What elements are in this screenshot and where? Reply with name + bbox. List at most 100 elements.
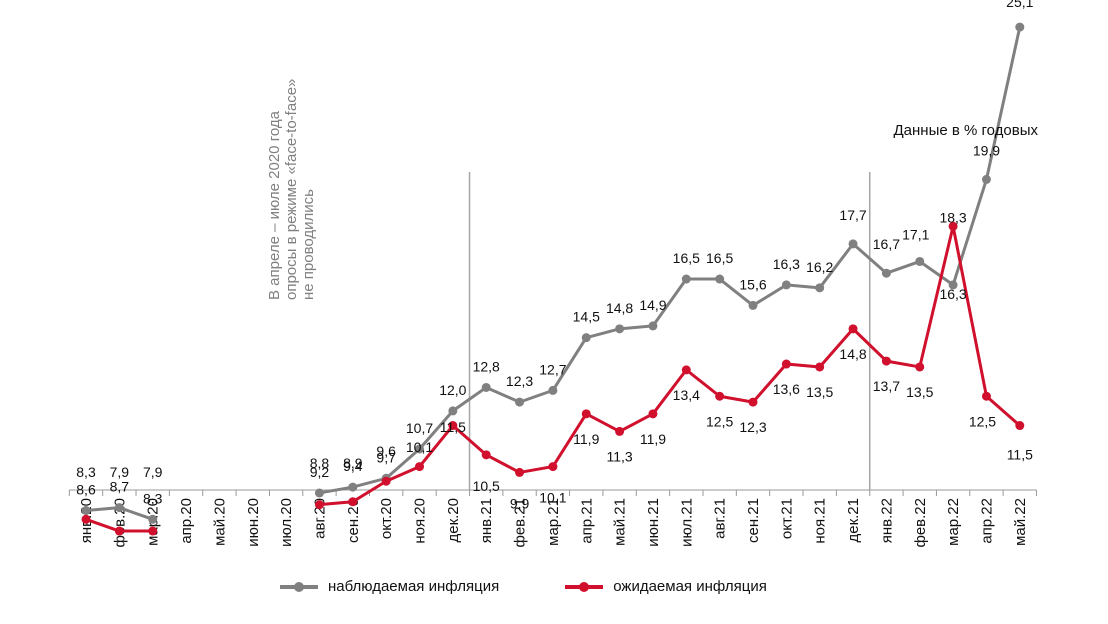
unit-note: Данные в % годовых (893, 122, 1039, 139)
point-expected (415, 462, 424, 472)
data-label-expected: 8,8 (310, 455, 330, 471)
point-expected (615, 426, 625, 436)
point-observed (548, 385, 558, 395)
x-tick-label: янв.22 (878, 498, 895, 543)
x-tick-label: дек.21 (845, 498, 862, 543)
point-observed (715, 274, 725, 284)
data-label-observed: 16,7 (873, 236, 900, 252)
legend-label-expected: ожидаемая инфляция (613, 578, 767, 595)
point-expected (148, 526, 158, 536)
legend-item-observed: наблюдаемая инфляция (280, 578, 499, 595)
data-label-expected: 7,9 (110, 464, 130, 480)
point-expected (948, 221, 958, 231)
data-label-observed: 12,3 (506, 373, 533, 389)
point-observed (681, 274, 691, 284)
point-expected (548, 462, 558, 472)
x-tick-label: дек.20 (445, 498, 462, 543)
x-tick-label: май.22 (1012, 498, 1029, 546)
point-observed (648, 321, 658, 331)
x-tick-label: окт.21 (778, 498, 795, 539)
data-label-observed: 9,2 (310, 464, 330, 480)
x-tick-label: апр.21 (578, 498, 595, 544)
point-observed (448, 406, 458, 416)
data-label-expected: 13,4 (673, 387, 700, 403)
point-expected (881, 356, 891, 366)
point-observed (581, 333, 591, 343)
x-tick-label: фев.21 (512, 498, 529, 548)
data-label-expected: 11,5 (440, 419, 466, 435)
x-tick-label: май.21 (612, 498, 629, 546)
point-expected (848, 324, 858, 334)
x-tick-label: сен.20 (345, 498, 362, 543)
point-observed (748, 300, 758, 310)
x-tick-label: ноя.21 (812, 498, 829, 544)
data-label-observed: 8,6 (76, 482, 96, 498)
data-label-expected: 13,5 (806, 384, 833, 400)
point-observed (515, 397, 525, 407)
point-expected (81, 514, 91, 524)
data-label-expected: 14,8 (839, 346, 866, 362)
point-observed (1015, 22, 1025, 32)
point-observed (415, 444, 424, 454)
legend-item-expected: ожидаемая инфляция (565, 578, 767, 595)
point-observed (81, 506, 91, 516)
data-label-expected: 18,3 (939, 209, 966, 225)
data-label-observed: 14,8 (606, 300, 633, 316)
point-observed (114, 503, 124, 513)
x-tick-label: июн.20 (245, 498, 262, 547)
data-label-expected: 11,9 (640, 431, 666, 447)
x-tick-label: июн.21 (645, 498, 662, 547)
data-label-observed: 19,9 (973, 142, 1000, 158)
data-label-observed: 12,0 (439, 382, 466, 398)
data-label-observed: 16,2 (806, 259, 833, 275)
data-label-observed: 25,1 (1006, 0, 1033, 10)
gap-note-line-2: опросы в режиме «face-to-face» (283, 78, 300, 300)
point-expected (748, 397, 758, 407)
point-observed (481, 382, 491, 392)
data-label-observed: 10,7 (406, 420, 433, 436)
data-label-observed: 17,7 (839, 207, 866, 223)
point-expected (348, 497, 358, 507)
data-label-expected: 12,5 (969, 413, 996, 429)
data-label-expected: 8,3 (76, 464, 96, 480)
point-expected (915, 362, 925, 372)
point-expected (581, 409, 591, 419)
legend-label-observed: наблюдаемая инфляция (328, 578, 500, 595)
point-expected (515, 467, 525, 477)
series-line-observed (319, 26, 1022, 495)
data-label-observed: 14,9 (639, 297, 666, 313)
data-label-observed: 15,6 (739, 276, 766, 292)
data-label-expected: 12,3 (739, 419, 766, 435)
data-label-expected: 11,3 (606, 448, 632, 464)
point-observed (348, 482, 358, 492)
point-expected (314, 500, 324, 510)
point-observed (948, 280, 958, 290)
data-label-expected: 10,1 (406, 439, 433, 455)
data-label-expected: 10,1 (539, 490, 566, 506)
data-label-observed: 12,8 (473, 358, 500, 374)
point-observed (314, 488, 324, 498)
x-tick-label: авг.21 (712, 498, 729, 539)
x-tick-label: мар.22 (945, 498, 962, 546)
data-label-observed: 17,1 (902, 226, 929, 242)
data-label-observed: 16,5 (673, 250, 700, 266)
point-observed (815, 283, 825, 293)
data-label-expected: 9,9 (510, 495, 530, 511)
data-label-observed: 12,7 (539, 361, 566, 377)
x-tick-label: авг.20 (311, 498, 328, 539)
x-tick-label: ноя.20 (412, 498, 429, 544)
gap-note-line-1: В апреле – июле 2020 года (266, 111, 283, 300)
data-label-expected: 12,5 (706, 413, 733, 429)
point-observed (148, 514, 158, 524)
point-observed (881, 268, 891, 278)
point-expected (815, 362, 825, 372)
gap-note-line-3: не проводились (300, 189, 317, 300)
data-label-observed: 16,5 (706, 250, 733, 266)
point-observed (915, 256, 925, 266)
point-expected (715, 391, 725, 401)
data-label-expected: 10,5 (473, 478, 500, 494)
x-tick-label: окт.20 (378, 498, 395, 539)
point-expected (781, 359, 791, 369)
data-label-observed: 16,3 (939, 286, 966, 302)
legend-swatch-expected (565, 581, 604, 592)
